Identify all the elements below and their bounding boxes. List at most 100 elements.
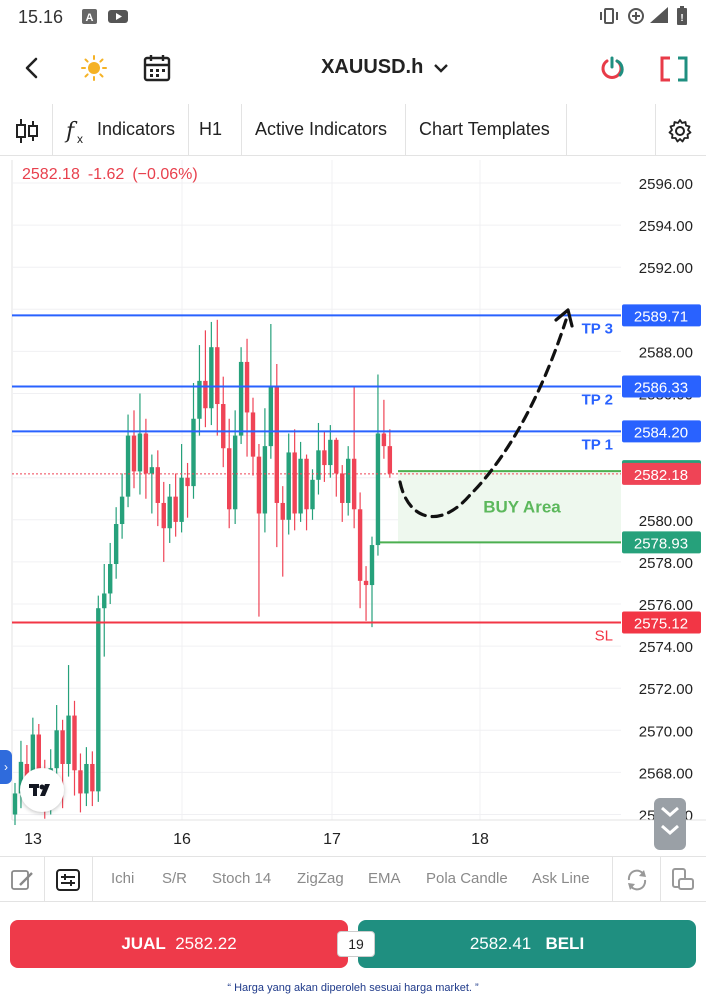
candle-body bbox=[334, 439, 339, 474]
y-axis-tick-label: 2592.00 bbox=[639, 260, 693, 277]
price-level-badge-text: 2589.71 bbox=[634, 308, 688, 325]
chart-templates-button[interactable]: Chart Templates bbox=[419, 119, 550, 139]
price-level-badge-text: 2575.12 bbox=[634, 616, 688, 633]
candle-body bbox=[351, 458, 357, 510]
calendar-icon[interactable] bbox=[142, 53, 172, 83]
candle-body bbox=[375, 433, 381, 546]
indicator-ema[interactable]: EMA bbox=[368, 870, 401, 887]
candle-body bbox=[161, 502, 166, 529]
candle-body bbox=[155, 467, 160, 503]
side-drawer-tab[interactable]: › bbox=[0, 750, 12, 784]
x-axis-tick-label: 13 bbox=[24, 831, 42, 848]
candlestick-chart[interactable]: 2596.002594.002592.002590.002588.002586.… bbox=[0, 160, 706, 852]
candle-body bbox=[298, 458, 303, 514]
candle-type-icon[interactable] bbox=[14, 118, 40, 144]
price-level-badge bbox=[622, 375, 701, 398]
indicator-sr[interactable]: S/R bbox=[162, 870, 188, 887]
buy-area-label: BUY Area bbox=[483, 498, 561, 517]
candle-body bbox=[185, 477, 190, 487]
settings-gear-icon[interactable] bbox=[667, 118, 693, 144]
candle-body bbox=[102, 593, 107, 609]
theme-sun-icon[interactable] bbox=[80, 54, 108, 82]
candle-body bbox=[167, 496, 172, 529]
indicator-pola-candle[interactable]: Pola Candle bbox=[426, 870, 508, 887]
sell-button[interactable]: JUAL 2582.22 bbox=[10, 920, 348, 968]
candle-body bbox=[238, 361, 244, 436]
candle-body bbox=[369, 545, 375, 586]
copy-layout-icon[interactable] bbox=[670, 867, 696, 893]
y-axis-tick-label: 2580.00 bbox=[639, 513, 693, 530]
candle-body bbox=[274, 387, 279, 503]
candle-body bbox=[137, 433, 143, 472]
candle-body bbox=[197, 380, 202, 419]
indicator-ichi[interactable]: Ichi bbox=[111, 870, 135, 887]
timeframe-button[interactable]: H1 bbox=[199, 119, 223, 139]
toolbar-divider bbox=[188, 104, 189, 156]
candle-body bbox=[256, 456, 262, 514]
candle-body bbox=[125, 435, 131, 497]
projection-arrow-head bbox=[554, 308, 574, 328]
power-icon[interactable] bbox=[598, 55, 626, 83]
price-level-label: SL bbox=[595, 628, 613, 645]
price-chart[interactable]: 2596.002594.002592.002590.002588.002586.… bbox=[0, 160, 706, 852]
candle-body bbox=[113, 524, 119, 565]
data-saver-icon bbox=[628, 8, 644, 24]
buy-area-zone bbox=[398, 471, 621, 543]
chart-toolbar: f x Indicators H1 Active Indicators Char… bbox=[0, 104, 706, 156]
y-axis-tick-label: 2568.00 bbox=[639, 765, 693, 782]
candle-body bbox=[191, 418, 196, 487]
svg-text:f: f bbox=[64, 119, 78, 144]
price-level-badge bbox=[622, 611, 701, 634]
candle-body bbox=[36, 734, 41, 773]
candle-body bbox=[387, 446, 393, 474]
price-level-badge-text: 2584.20 bbox=[634, 424, 688, 441]
candle-body bbox=[108, 564, 113, 594]
price-level-badge bbox=[622, 462, 701, 485]
strip-divider bbox=[612, 857, 613, 901]
candle-body bbox=[54, 730, 59, 769]
indicator-ask-line[interactable]: Ask Line bbox=[532, 870, 590, 887]
sell-price: 2582.22 bbox=[175, 934, 237, 953]
top-bar: XAUUSD.h bbox=[0, 40, 706, 98]
buy-price: 2582.41 bbox=[469, 934, 532, 953]
candle-body bbox=[262, 446, 268, 514]
y-axis-tick-label: 2576.00 bbox=[639, 597, 693, 614]
candle-body bbox=[143, 433, 149, 474]
candle-body bbox=[292, 452, 297, 514]
indicator-settings-icon[interactable] bbox=[55, 867, 81, 893]
price-header: 2582.18 -1.62 (−0.06%) bbox=[22, 166, 206, 184]
last-price: 2582.18 bbox=[22, 166, 80, 183]
buy-label: BELI bbox=[545, 934, 585, 953]
draw-pencil-icon[interactable] bbox=[10, 867, 36, 893]
candle-body bbox=[381, 433, 387, 447]
price-level-badge bbox=[622, 531, 701, 554]
indicator-stoch[interactable]: Stoch 14 bbox=[212, 870, 272, 887]
strip-divider bbox=[660, 857, 661, 901]
symbol-selector[interactable]: XAUUSD.h bbox=[300, 56, 470, 79]
scroll-to-latest-button[interactable] bbox=[654, 798, 686, 850]
candle-body bbox=[250, 412, 256, 457]
candle-body bbox=[131, 435, 137, 472]
back-arrow-icon[interactable] bbox=[20, 56, 44, 80]
candle-body bbox=[90, 763, 95, 792]
price-change-pct: (−0.06%) bbox=[132, 166, 198, 183]
indicators-button[interactable]: Indicators bbox=[97, 119, 176, 139]
y-axis-tick-label: 2572.00 bbox=[639, 681, 693, 698]
status-time: 15.16 bbox=[18, 7, 64, 27]
candle-body bbox=[316, 450, 321, 480]
buy-button[interactable]: 2582.41 BELI bbox=[358, 920, 696, 968]
price-level-badge-text: 2582.18 bbox=[634, 467, 688, 484]
candle-body bbox=[221, 404, 226, 449]
y-axis-tick-label: 2570.00 bbox=[639, 723, 693, 740]
function-fx-icon[interactable]: f x bbox=[64, 117, 90, 145]
candle-body bbox=[340, 473, 345, 503]
refresh-settings-icon[interactable] bbox=[624, 867, 650, 893]
indicator-zigzag[interactable]: ZigZag bbox=[297, 870, 344, 887]
active-indicators-button[interactable]: Active Indicators bbox=[255, 119, 388, 139]
candle-body bbox=[66, 715, 71, 764]
candle-body bbox=[286, 452, 291, 520]
fullscreen-icon[interactable] bbox=[658, 55, 690, 83]
toolbar-divider bbox=[405, 104, 406, 156]
candle-body bbox=[18, 761, 24, 794]
candle-body bbox=[304, 458, 309, 510]
